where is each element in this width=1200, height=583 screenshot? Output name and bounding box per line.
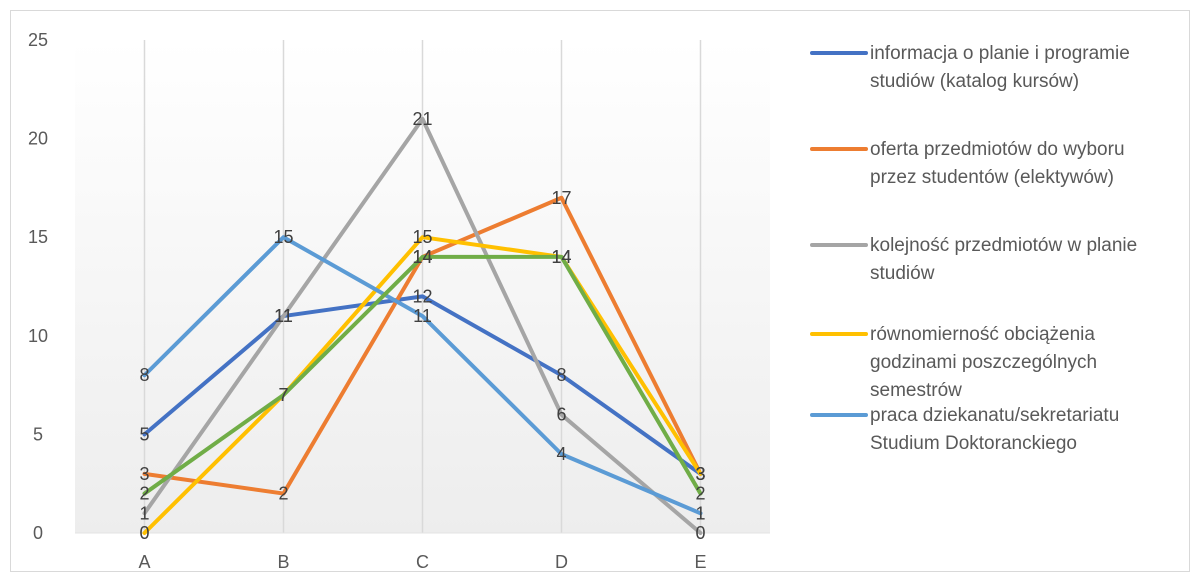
data-label: 0 bbox=[139, 523, 149, 543]
data-label: 15 bbox=[273, 227, 293, 247]
data-label: 3 bbox=[139, 464, 149, 484]
legend-swatch bbox=[810, 413, 868, 417]
data-label: 3 bbox=[695, 464, 705, 484]
legend-label: równomierność obciążenia godzinami poszc… bbox=[870, 324, 1098, 401]
data-label: 1 bbox=[139, 503, 149, 523]
legend-swatch bbox=[810, 332, 868, 336]
series-line-5 bbox=[142, 254, 703, 496]
y-tick-label: 10 bbox=[28, 326, 48, 346]
data-label: 7 bbox=[278, 385, 288, 405]
data-label: 0 bbox=[695, 523, 705, 543]
data-label: 8 bbox=[139, 365, 149, 385]
x-tick-label: E bbox=[694, 552, 706, 572]
legend-swatch bbox=[810, 147, 868, 151]
series-line-3 bbox=[142, 235, 703, 535]
data-label: 4 bbox=[556, 444, 566, 464]
data-label: 21 bbox=[412, 109, 432, 129]
legend-swatch bbox=[810, 51, 868, 55]
data-label: 3 bbox=[695, 464, 705, 484]
y-tick-label: 20 bbox=[28, 129, 48, 149]
y-tick-label: 0 bbox=[33, 523, 43, 543]
legend-label: informacja o planie i programie studiów … bbox=[870, 43, 1130, 92]
data-label: 17 bbox=[551, 188, 571, 208]
data-label: 1 bbox=[695, 503, 705, 523]
data-label: 14 bbox=[412, 247, 432, 267]
data-label: 14 bbox=[551, 247, 571, 267]
x-tick-label: A bbox=[138, 552, 150, 572]
legend-label: kolejność przedmiotów w planie studiów bbox=[870, 235, 1138, 284]
data-label: 15 bbox=[412, 227, 432, 247]
data-label: 6 bbox=[556, 405, 566, 425]
x-tick-label: D bbox=[555, 552, 568, 572]
legend-label: praca dziekanatu/sekretariatu Studium Do… bbox=[870, 405, 1120, 454]
legend-label: oferta przedmiotów do wyboru przez stude… bbox=[870, 139, 1125, 188]
data-label: 2 bbox=[278, 484, 288, 504]
series-layer bbox=[142, 116, 703, 535]
data-label: 7 bbox=[278, 385, 288, 405]
y-tick-label: 15 bbox=[28, 227, 48, 247]
series-line-0 bbox=[142, 294, 703, 476]
data-label: 14 bbox=[551, 247, 571, 267]
y-tick-label: 5 bbox=[33, 424, 43, 444]
data-label: 11 bbox=[274, 306, 293, 326]
series-line-2 bbox=[142, 116, 703, 535]
data-label: 3 bbox=[695, 464, 705, 484]
y-tick-label: 25 bbox=[28, 30, 48, 50]
data-label: 11 bbox=[413, 306, 432, 326]
data-label: 11 bbox=[274, 306, 293, 326]
data-label: 14 bbox=[412, 247, 432, 267]
legend-swatch bbox=[810, 243, 868, 247]
data-label: 2 bbox=[139, 484, 149, 504]
series-line-4 bbox=[142, 235, 703, 516]
data-label: 2 bbox=[695, 484, 705, 504]
grid-layer bbox=[143, 40, 702, 533]
x-tick-label: B bbox=[277, 552, 289, 572]
x-tick-label: C bbox=[416, 552, 429, 572]
data-label: 12 bbox=[412, 286, 432, 306]
data-label: 8 bbox=[556, 365, 566, 385]
data-label: 5 bbox=[139, 424, 149, 444]
